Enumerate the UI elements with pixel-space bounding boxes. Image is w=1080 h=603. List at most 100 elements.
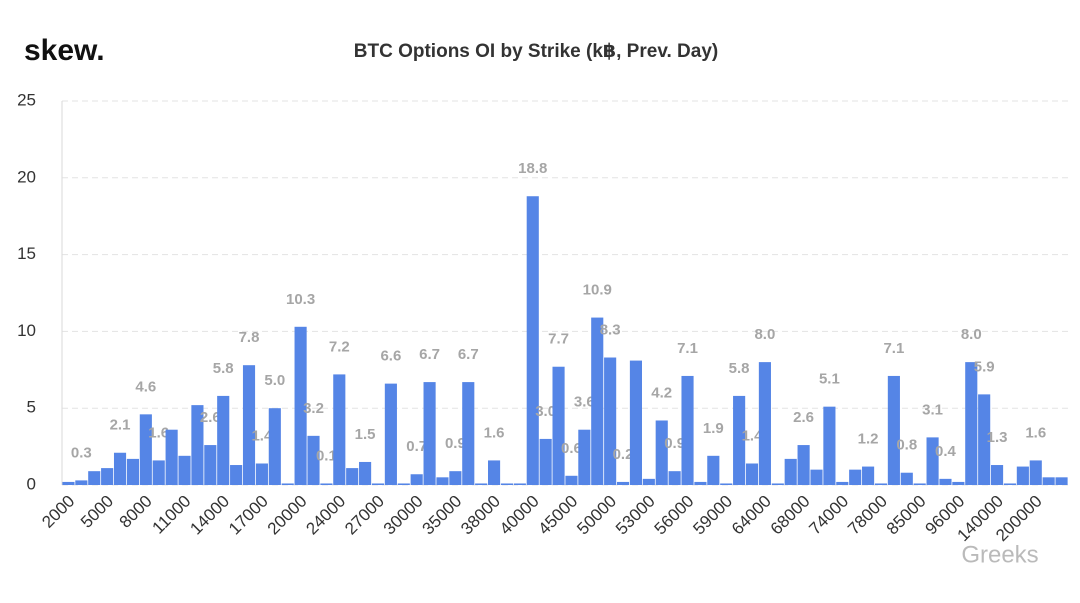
- x-tick-label: 11000: [149, 492, 195, 538]
- data-label: 4.6: [135, 378, 156, 395]
- bar: [1029, 460, 1042, 485]
- x-tick-label: 64000: [728, 492, 775, 539]
- bar: [552, 366, 565, 485]
- bar: [255, 463, 268, 485]
- data-label: 10.9: [583, 282, 612, 299]
- x-tick-label: 17000: [225, 492, 272, 539]
- bar: [488, 460, 501, 485]
- bar: [333, 374, 346, 485]
- y-tick-label: 5: [27, 398, 36, 417]
- bar: [720, 483, 733, 485]
- bar: [836, 481, 849, 485]
- data-label: 0.4: [935, 443, 957, 460]
- data-label: 0.3: [71, 444, 92, 461]
- bar: [1016, 466, 1029, 485]
- data-label: 6.7: [458, 346, 479, 363]
- x-tick-label: 53000: [612, 492, 659, 539]
- bar: [152, 460, 165, 485]
- data-label: 5.8: [729, 360, 750, 377]
- data-label: 18.8: [518, 160, 547, 177]
- bar: [359, 461, 372, 485]
- bar: [733, 395, 746, 485]
- bar: [991, 465, 1004, 485]
- y-tick-label: 20: [17, 167, 36, 186]
- bar: [526, 196, 539, 485]
- data-label: 5.8: [213, 360, 234, 377]
- data-label: 3.1: [922, 401, 943, 418]
- bar: [616, 481, 630, 485]
- x-tick-label: 85000: [883, 492, 930, 539]
- data-label: 2.6: [200, 409, 221, 426]
- bar: [242, 365, 256, 485]
- bar: [565, 475, 578, 485]
- bar: [694, 481, 707, 485]
- y-tick-label: 10: [17, 321, 36, 340]
- bar: [139, 414, 152, 485]
- bar: [591, 317, 604, 485]
- data-label: 3.0: [535, 403, 556, 420]
- bar: [771, 483, 784, 485]
- bar: [926, 437, 939, 485]
- x-tick-label: 2000: [38, 492, 78, 532]
- bar: [88, 471, 101, 485]
- x-tick-label: 24000: [302, 492, 349, 539]
- bar: [1055, 477, 1068, 485]
- data-label: 2.6: [793, 409, 814, 426]
- data-label: 1.6: [1025, 424, 1046, 441]
- data-label: 1.2: [858, 431, 879, 448]
- data-label: 5.1: [819, 371, 840, 388]
- bar: [862, 466, 875, 485]
- bar: [578, 429, 591, 485]
- bar: [268, 408, 281, 485]
- data-label: 7.2: [329, 338, 350, 355]
- data-label: 7.8: [239, 329, 260, 346]
- bar: [113, 452, 127, 485]
- bar: [939, 478, 952, 485]
- bar: [294, 326, 307, 485]
- x-tick-label: 27000: [341, 492, 388, 539]
- bar: [191, 405, 204, 485]
- data-label: 1.9: [703, 420, 724, 437]
- data-label: 7.1: [677, 340, 698, 357]
- bar: [810, 469, 823, 485]
- bar: [1042, 477, 1055, 485]
- x-tick-label: 56000: [651, 492, 698, 539]
- data-label: 0.9: [664, 435, 685, 452]
- bar: [384, 383, 397, 485]
- bar: [887, 375, 900, 485]
- x-tick-label: 20000: [264, 492, 311, 539]
- bar: [75, 480, 88, 485]
- bar: [900, 472, 913, 485]
- bar: [823, 406, 836, 485]
- bar: [281, 483, 294, 485]
- data-label: 0.7: [406, 438, 427, 455]
- data-label: 8.3: [600, 321, 621, 338]
- chart-title: BTC Options OI by Strike (k฿, Prev. Day): [354, 41, 718, 62]
- bar: [978, 394, 991, 485]
- data-label: 8.0: [961, 326, 982, 343]
- bar: [913, 483, 926, 485]
- data-label: 1.6: [148, 424, 169, 441]
- x-tick-label: 40000: [496, 492, 543, 539]
- data-label: 5.9: [974, 358, 995, 375]
- bar: [410, 474, 423, 485]
- bar: [101, 468, 114, 485]
- x-tick-label: 59000: [689, 492, 736, 539]
- bar: [204, 445, 217, 485]
- data-label: 5.0: [264, 372, 285, 389]
- data-label: 1.3: [987, 429, 1008, 446]
- bar: [707, 455, 720, 485]
- x-tick-label: 30000: [380, 492, 427, 539]
- bar: [500, 483, 514, 485]
- bar: [126, 458, 139, 485]
- bar: [423, 382, 436, 485]
- logo: skew.: [24, 34, 105, 67]
- bar: [874, 483, 888, 485]
- x-tick-label: 45000: [535, 492, 582, 539]
- bar: [629, 360, 642, 485]
- data-label: 0.6: [561, 440, 582, 457]
- data-label: 7.1: [883, 340, 904, 357]
- x-tick-label: 74000: [805, 492, 852, 539]
- y-tick-label: 25: [17, 90, 36, 109]
